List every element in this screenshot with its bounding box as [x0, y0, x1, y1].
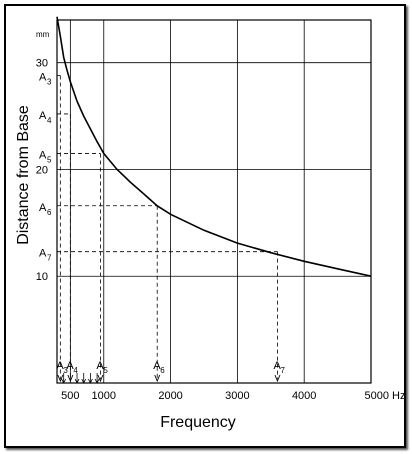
annotation-label-bottom: A	[153, 360, 161, 372]
series-line	[56, 16, 372, 277]
annotation-label-left: A	[39, 149, 47, 161]
y-unit-label: mm	[36, 30, 50, 39]
y-axis-title: Distance from Base	[15, 105, 32, 245]
x-tick-label: 5000 Hz	[365, 390, 406, 402]
annotation-label-bottom: A	[66, 360, 74, 372]
annotation-guides	[57, 75, 281, 383]
annotation-sub-left: 4	[47, 116, 52, 125]
annotation-sub-left: 3	[47, 78, 52, 87]
x-tick-label: 1000	[92, 390, 116, 402]
annotation-arrowhead	[97, 374, 104, 383]
x-axis-title: Frequency	[160, 414, 236, 431]
annotation-sub-left: 6	[47, 208, 52, 217]
annotation-sub-bottom: 5	[103, 366, 108, 375]
tick-labels: 500 1000 2000 3000 4000 5000 Hz 10 20 30	[36, 58, 406, 402]
x-minor-arrowhead	[74, 378, 80, 384]
annotations: A 3A 3A 4A 4A 5A 5A 6A 6A 7A 7	[39, 72, 285, 375]
annotation-label-left: A	[39, 72, 47, 84]
annotation-arrowhead	[274, 374, 281, 383]
x-minor-arrowhead	[88, 378, 93, 384]
annotation-sub-bottom: 6	[160, 366, 165, 375]
annotation-sub-left: 5	[47, 155, 52, 164]
grid	[56, 19, 372, 384]
x-minor-arrowhead	[61, 378, 67, 384]
annotation-sub-bottom: 3	[63, 366, 68, 375]
annotation-label-left: A	[39, 202, 47, 214]
chart-frame	[4, 4, 406, 448]
y-tick-label: 10	[36, 271, 48, 283]
y-tick-label: 30	[36, 58, 48, 70]
x-tick-label: 500	[61, 390, 79, 402]
annotation-sub-left: 7	[47, 254, 52, 263]
annotation-label-bottom: A	[273, 360, 281, 372]
annotation-arrowhead	[67, 374, 74, 383]
annotation-label-left: A	[39, 110, 47, 122]
annotation-arrowhead	[57, 374, 64, 383]
x-tick-label: 3000	[225, 390, 249, 402]
x-minor-arrowhead	[81, 378, 87, 384]
x-tick-label: 4000	[292, 390, 316, 402]
annotation-sub-bottom: 7	[280, 366, 285, 375]
annotation-sub-bottom: 4	[73, 366, 78, 375]
x-tick-label: 2000	[158, 390, 182, 402]
annotation-arrowhead	[154, 374, 161, 383]
y-tick-label: 20	[36, 164, 48, 176]
annotation-label-bottom: A	[96, 360, 104, 372]
x-minor-arrowhead	[94, 378, 100, 384]
annotation-label-left: A	[39, 248, 47, 260]
annotation-label-bottom: A	[56, 360, 64, 372]
